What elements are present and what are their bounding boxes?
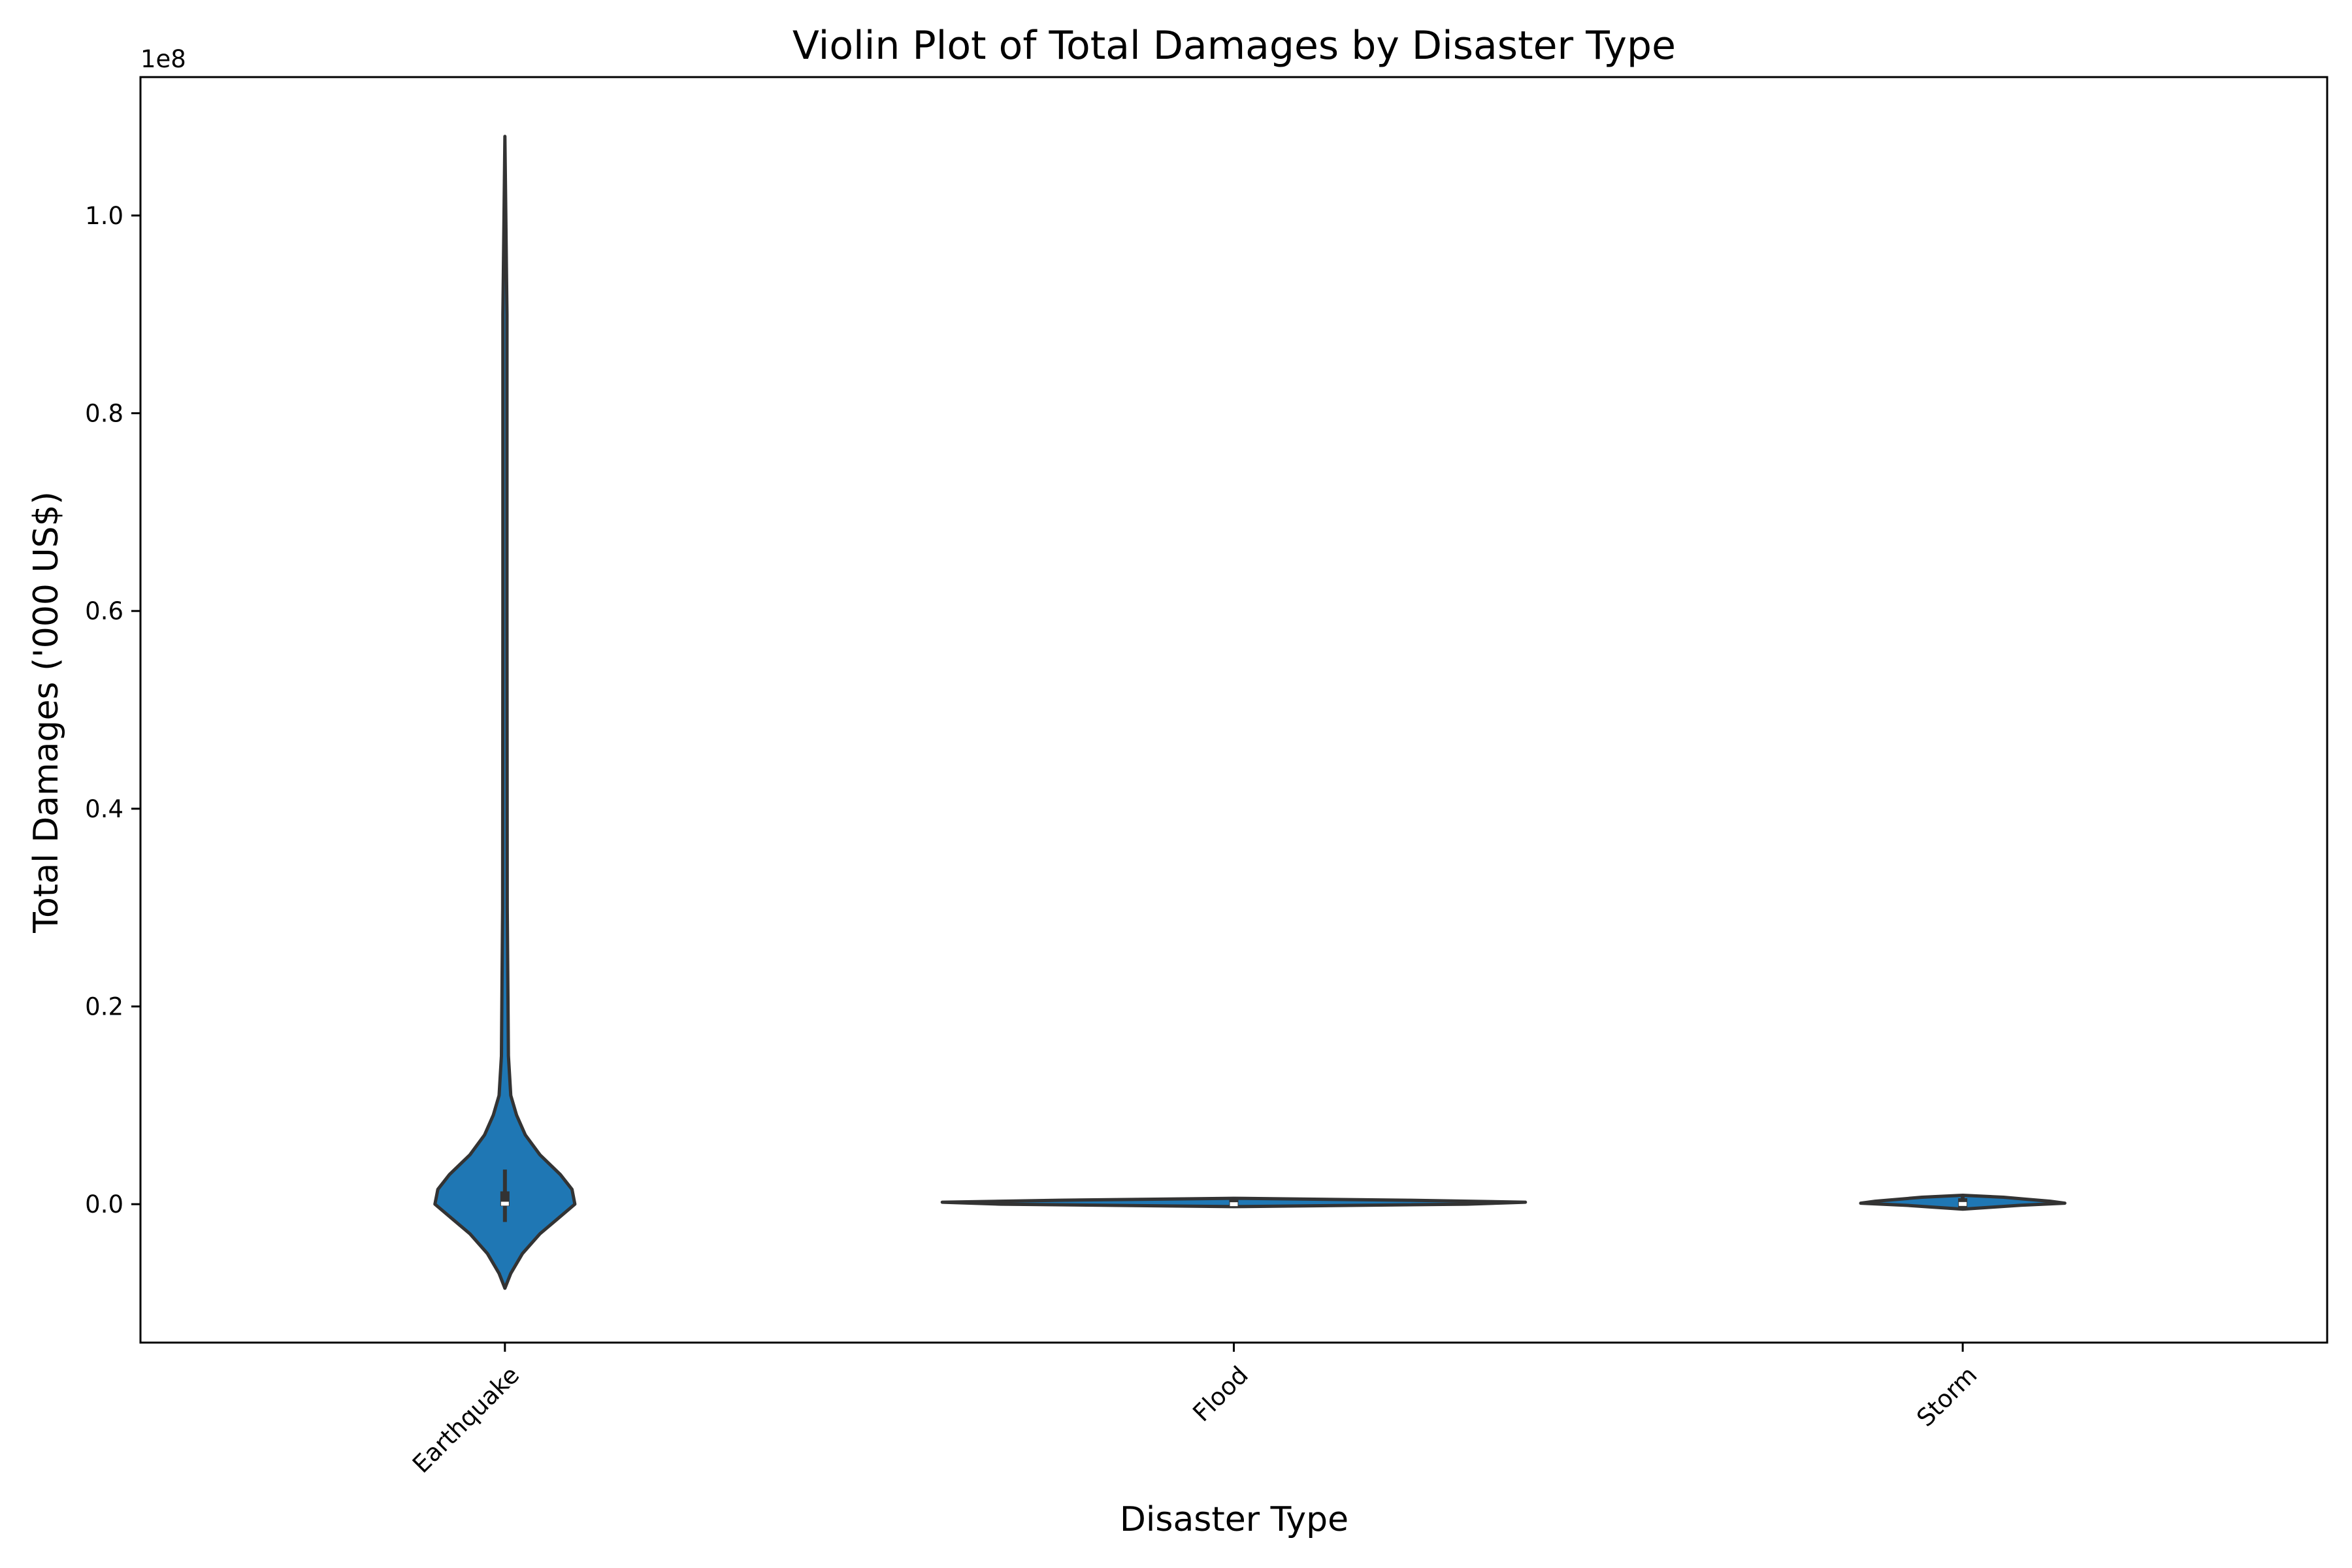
violin-median <box>1230 1202 1238 1207</box>
y-tick-label: 0.2 <box>85 992 123 1021</box>
y-axis-offset-label: 1e8 <box>140 45 186 73</box>
x-tick-label: Flood <box>1188 1361 1254 1427</box>
y-tick-label: 0.4 <box>85 795 123 823</box>
violin-earthquake <box>433 135 577 1290</box>
x-axis: Earthquake Flood Storm <box>407 1343 1983 1478</box>
violin-median <box>1959 1201 1967 1206</box>
y-tick-label: 0.6 <box>85 597 123 625</box>
x-axis-label: Disaster Type <box>1120 1500 1348 1539</box>
violins <box>433 135 2066 1290</box>
x-tick-label: Storm <box>1911 1361 1982 1432</box>
plot-area-frame <box>139 76 2328 1344</box>
x-tick-label: Earthquake <box>407 1361 525 1478</box>
y-tick-label: 0.0 <box>85 1190 123 1218</box>
y-axis: 0.0 0.2 0.4 0.6 0.8 1.0 <box>85 202 140 1218</box>
violin-median <box>500 1201 509 1206</box>
y-tick-label: 0.8 <box>85 400 123 428</box>
chart-title: Violin Plot of Total Damages by Disaster… <box>792 23 1676 69</box>
y-tick-label: 1.0 <box>85 202 123 230</box>
y-axis-label: Total Damages ('000 US$) <box>27 491 66 934</box>
